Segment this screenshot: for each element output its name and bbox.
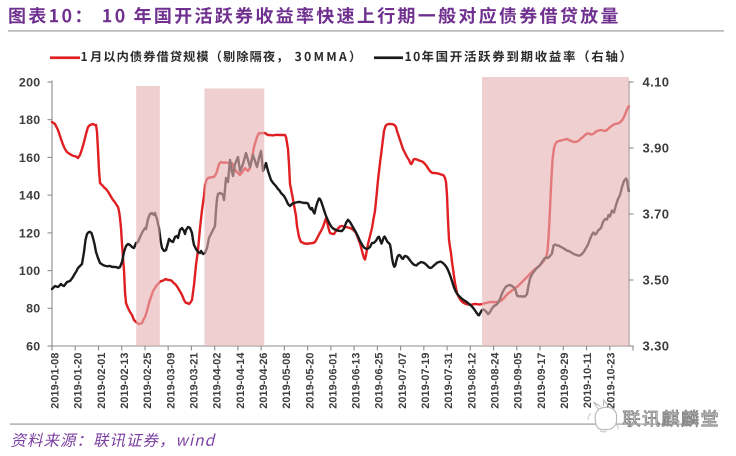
svg-text:160: 160 [19, 151, 41, 165]
svg-text:2019-10-23: 2019-10-23 [605, 353, 617, 409]
svg-text:2019-05-08: 2019-05-08 [281, 353, 293, 409]
svg-text:60: 60 [26, 339, 40, 353]
svg-text:2019-04-14: 2019-04-14 [235, 353, 247, 409]
svg-text:2019-07-19: 2019-07-19 [420, 353, 432, 409]
svg-text:2019-01-08: 2019-01-08 [50, 353, 62, 409]
svg-text:200: 200 [19, 75, 41, 89]
svg-text:3.50: 3.50 [643, 273, 670, 288]
svg-text:2019-06-13: 2019-06-13 [351, 353, 363, 409]
svg-text:2019-02-13: 2019-02-13 [119, 353, 131, 409]
svg-text:2019-03-21: 2019-03-21 [189, 353, 201, 409]
svg-text:2019-09-05: 2019-09-05 [513, 353, 525, 409]
svg-text:4.10: 4.10 [643, 75, 670, 90]
svg-text:2019-07-07: 2019-07-07 [397, 353, 409, 409]
svg-text:80: 80 [26, 302, 40, 316]
svg-text:2019-10-11: 2019-10-11 [582, 353, 594, 409]
svg-text:2019-09-17: 2019-09-17 [536, 353, 548, 409]
svg-text:2019-04-02: 2019-04-02 [212, 353, 224, 409]
svg-text:2019-02-01: 2019-02-01 [96, 353, 108, 409]
svg-text:2019-02-25: 2019-02-25 [142, 353, 154, 409]
svg-text:2019-08-12: 2019-08-12 [466, 353, 478, 409]
svg-text:2019-03-09: 2019-03-09 [165, 353, 177, 409]
svg-text:2019-05-20: 2019-05-20 [304, 353, 316, 409]
svg-text:3.90: 3.90 [643, 141, 670, 156]
svg-text:100: 100 [19, 264, 41, 278]
svg-text:2019-09-29: 2019-09-29 [559, 353, 571, 409]
svg-text:2019-08-24: 2019-08-24 [490, 353, 502, 409]
svg-text:140: 140 [19, 189, 41, 203]
svg-text:2019-07-31: 2019-07-31 [443, 353, 455, 409]
svg-text:2019-06-01: 2019-06-01 [327, 353, 339, 409]
svg-text:2019-06-25: 2019-06-25 [374, 353, 386, 409]
svg-text:3.30: 3.30 [643, 339, 670, 354]
svg-text:2019-01-20: 2019-01-20 [73, 353, 85, 409]
svg-text:3.70: 3.70 [643, 207, 670, 222]
svg-text:2019-04-26: 2019-04-26 [258, 353, 270, 409]
svg-text:120: 120 [19, 226, 41, 240]
svg-text:180: 180 [19, 113, 41, 127]
